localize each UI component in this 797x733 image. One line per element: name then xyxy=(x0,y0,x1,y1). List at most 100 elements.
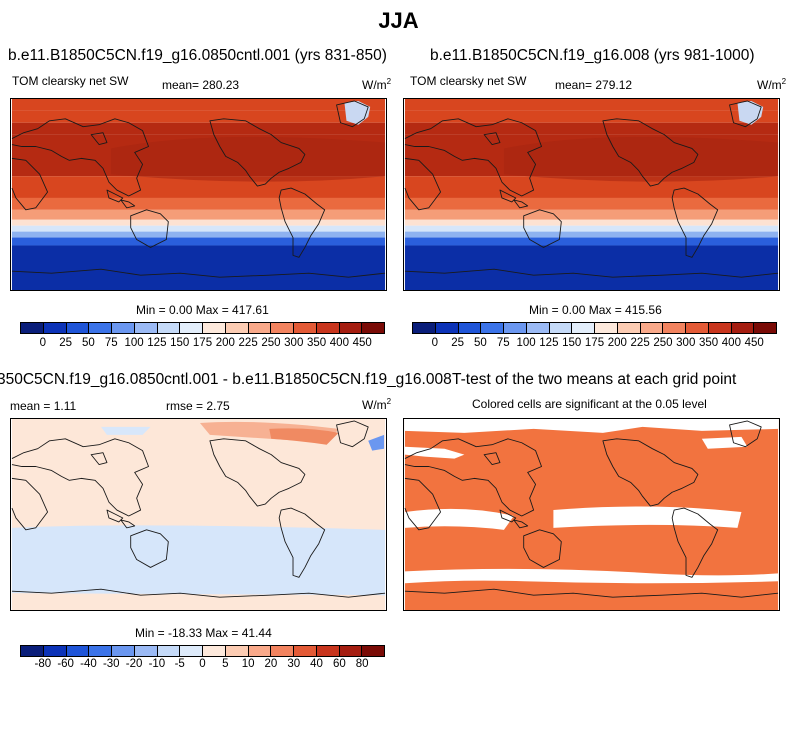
colorbar2-swatch xyxy=(481,323,504,333)
colorbar2-tick-label: 225 xyxy=(630,337,650,349)
colorbar2-swatch xyxy=(708,323,732,333)
colorbar2-tick-label: 100 xyxy=(516,337,536,349)
panel3-mean: mean = 1.11 xyxy=(10,399,77,413)
colorbar3-tick-label: -80 xyxy=(34,658,52,670)
coastline xyxy=(483,132,501,145)
panel3-map xyxy=(10,418,387,611)
panel1-band xyxy=(11,245,386,290)
colorbar3-tick-label: -5 xyxy=(174,658,185,670)
colorbar2-tick-label: 400 xyxy=(721,337,741,349)
colorbar3-swatch xyxy=(225,646,249,656)
colorbar2-tick-label: 450 xyxy=(744,337,764,349)
coastline xyxy=(120,519,136,529)
colorbar3-tick-label: 20 xyxy=(264,658,278,670)
panel4-field xyxy=(404,508,514,530)
panel2-map xyxy=(403,98,780,291)
coastline xyxy=(602,438,699,507)
panel1-band xyxy=(11,209,386,220)
colorbar3-tick-label: 0 xyxy=(199,658,206,670)
panel1-band xyxy=(11,225,386,232)
panel2-band xyxy=(404,219,779,226)
colorbar3-swatch xyxy=(248,646,272,656)
panel2-colorbar xyxy=(412,322,777,334)
panel4-field xyxy=(404,419,779,433)
panel2-band xyxy=(404,197,779,210)
coastline xyxy=(11,477,49,531)
panel2-max-region xyxy=(503,136,779,182)
colorbar1-tick-label: 300 xyxy=(284,337,304,349)
colorbar1-tick-label: 225 xyxy=(238,337,258,349)
colorbar1-swatch xyxy=(362,323,384,333)
colorbar2-swatch xyxy=(435,323,459,333)
panel4-field xyxy=(404,568,779,584)
colorbar3-tick-label: -40 xyxy=(80,658,97,670)
colorbar1-tick-label: 75 xyxy=(104,337,118,349)
panel2-case-title: b.e11.B1850C5CN.f19_g16.008 (yrs 981-100… xyxy=(430,47,755,64)
colorbar2-tick-label: 150 xyxy=(562,337,582,349)
colorbar2-swatch xyxy=(686,323,709,333)
colorbar3-swatch xyxy=(89,646,112,656)
coastline xyxy=(120,199,136,209)
panel3-field xyxy=(269,428,339,445)
coastline xyxy=(130,529,169,568)
colorbar1-swatch xyxy=(271,323,294,333)
colorbar3-swatch xyxy=(294,646,317,656)
colorbar3-swatch xyxy=(43,646,67,656)
colorbar3-tick-label: 40 xyxy=(310,658,323,670)
colorbar1-tick-label: 0 xyxy=(39,337,47,349)
colorbar2-tick-label: 25 xyxy=(451,337,465,349)
coastline xyxy=(130,209,169,248)
panel4-field xyxy=(553,506,742,528)
panel1-band xyxy=(11,110,386,123)
colorbar2-swatch xyxy=(595,323,618,333)
colorbar3-tick-label: 60 xyxy=(332,658,346,670)
panel3-rmse: rmse = 2.75 xyxy=(166,399,230,413)
coastline xyxy=(209,438,306,507)
colorbar1-tick-label: 175 xyxy=(192,337,213,349)
panel2-band xyxy=(404,237,779,246)
colorbar1-swatch xyxy=(248,323,272,333)
colorbar1-tick-label: 150 xyxy=(170,337,190,349)
panel3-minmax: Min = -18.33 Max = 41.44 xyxy=(135,626,272,640)
coastline xyxy=(602,118,699,187)
panel2-minmax: Min = 0.00 Max = 415.56 xyxy=(529,303,662,317)
coastline xyxy=(336,420,369,448)
panel1-band xyxy=(11,176,386,198)
panel4-map xyxy=(403,418,780,611)
panel4-coastlines xyxy=(404,420,779,598)
panel4-field xyxy=(701,436,748,449)
coastline xyxy=(729,100,762,128)
colorbar1-swatch xyxy=(89,323,112,333)
coastline xyxy=(404,477,442,531)
panel4-field xyxy=(404,446,465,459)
panel1-map xyxy=(10,98,387,291)
colorbar2-swatch xyxy=(526,323,550,333)
colorbar2-swatch xyxy=(549,323,573,333)
colorbar1-swatch xyxy=(316,323,340,333)
colorbar1-tick-label: 450 xyxy=(352,337,372,349)
colorbar3-tick-label: 5 xyxy=(222,658,229,670)
colorbar1-tick-label: 350 xyxy=(306,337,327,349)
colorbar1-swatch xyxy=(203,323,226,333)
coastline xyxy=(523,209,562,248)
figure-title: JJA xyxy=(378,8,419,33)
colorbar2-swatch xyxy=(663,323,686,333)
coastline xyxy=(11,118,149,197)
coastline xyxy=(404,588,779,598)
colorbar3-tick-label: 80 xyxy=(355,658,369,670)
panel1-variable: TOM clearsky net SW xyxy=(12,74,129,88)
colorbar3-tick-label: -20 xyxy=(125,658,143,670)
colorbar2-swatch xyxy=(504,323,527,333)
colorbar2-swatch xyxy=(640,323,664,333)
coastline xyxy=(336,100,369,128)
coastline xyxy=(11,438,149,517)
coastline xyxy=(278,507,326,578)
colorbar1-swatch xyxy=(339,323,363,333)
colorbar3-swatch xyxy=(203,646,226,656)
colorbar3-swatch xyxy=(180,646,203,656)
coastline xyxy=(404,268,779,278)
colorbar2-tick-label: 125 xyxy=(539,337,559,349)
panel1-minmax: Min = 0.00 Max = 417.61 xyxy=(136,303,269,317)
colorbar3-swatch xyxy=(362,646,384,656)
panel3-diff-title: 350C5CN.f19_g16.0850cntl.001 - b.e11.B18… xyxy=(0,371,452,388)
